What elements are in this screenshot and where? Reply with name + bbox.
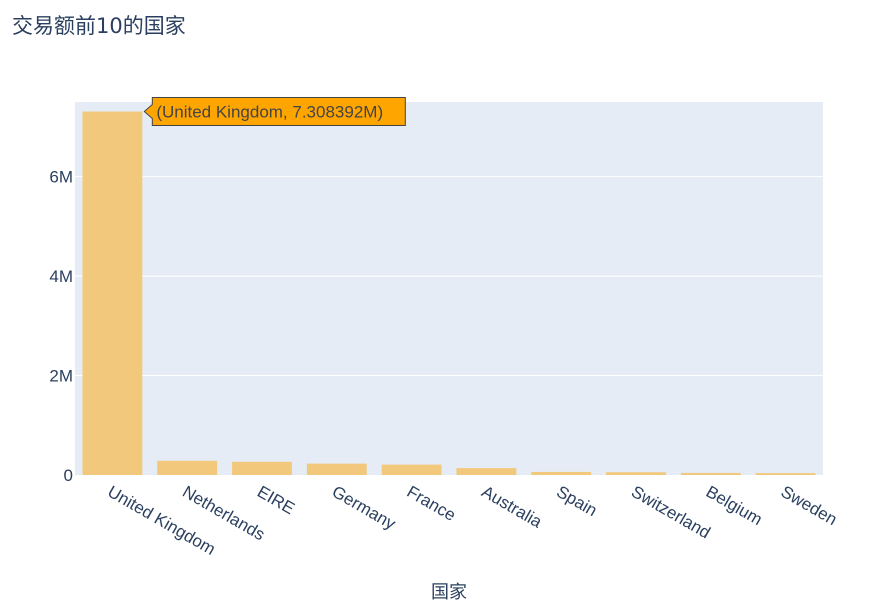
bar[interactable] — [157, 460, 218, 475]
chart-title: 交易额前10的国家 — [12, 14, 186, 38]
bar[interactable] — [82, 111, 143, 476]
bar[interactable] — [232, 461, 292, 475]
bars — [82, 111, 816, 476]
bar[interactable] — [680, 472, 741, 475]
y-tick-label: 2M — [49, 367, 73, 386]
y-tick-label: 0 — [64, 466, 73, 485]
bar[interactable] — [531, 471, 592, 475]
x-tick-label: Sweden — [778, 482, 841, 529]
x-tick-label: Germany — [329, 482, 399, 534]
x-axis-label: 国家 — [431, 582, 467, 603]
bar[interactable] — [381, 464, 442, 475]
x-tick-label: France — [404, 482, 459, 525]
x-tick-label: EIRE — [254, 482, 298, 518]
hover-tooltip: (United Kingdom, 7.308392M) — [143, 97, 406, 127]
x-tick-label: Switzerland — [628, 482, 714, 542]
hover-tooltip-text: (United Kingdom, 7.308392M) — [156, 103, 383, 122]
y-tick-label: 6M — [49, 168, 73, 187]
bar[interactable] — [755, 473, 816, 475]
plot-area — [75, 102, 823, 475]
x-tick-label: Spain — [553, 482, 600, 520]
y-axis-ticks: 0 2M 4M 6M — [49, 168, 73, 485]
bar[interactable] — [306, 463, 367, 475]
bar[interactable] — [456, 468, 517, 475]
bar[interactable] — [606, 472, 666, 475]
y-tick-label: 4M — [49, 267, 73, 286]
gridlines — [75, 176, 823, 377]
hover-tooltip-box — [143, 97, 406, 127]
x-tick-label: Australia — [478, 482, 545, 532]
x-tick-label: Belgium — [703, 482, 766, 529]
